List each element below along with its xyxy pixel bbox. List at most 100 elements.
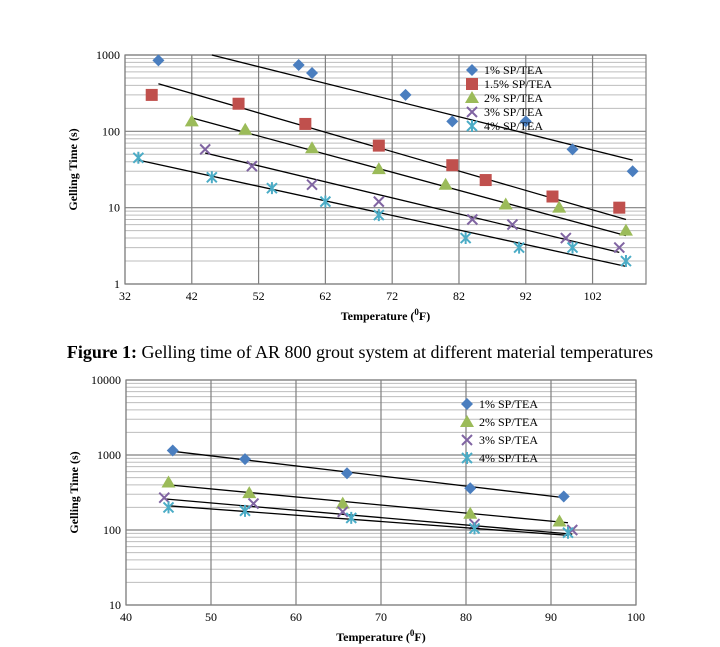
series-3 <box>158 491 578 536</box>
series-1 <box>166 444 570 503</box>
trendline <box>168 484 569 524</box>
y-tick-label: 100 <box>103 523 121 537</box>
legend-label: 3% SP/TEA <box>484 105 543 119</box>
trendline <box>205 152 620 253</box>
data-point <box>446 159 459 172</box>
data-point <box>552 514 567 527</box>
data-point <box>546 190 559 203</box>
trendline <box>191 117 627 237</box>
y-tick-label: 1000 <box>96 48 120 62</box>
data-point <box>345 511 357 524</box>
data-point <box>613 201 626 214</box>
x-tick-label: 62 <box>319 289 331 303</box>
legend-label: 3% SP/TEA <box>479 433 538 447</box>
legend-label: 2% SP/TEA <box>484 91 543 105</box>
data-point <box>306 178 318 191</box>
caption-label: Figure 1: <box>66 342 138 362</box>
y-tick-label: 10000 <box>91 373 121 387</box>
x-tick-label: 52 <box>253 289 265 303</box>
data-point <box>566 241 579 254</box>
y-tick-label: 10 <box>108 201 120 215</box>
y-tick-label: 1000 <box>97 448 121 462</box>
data-point <box>239 453 251 466</box>
data-point <box>305 141 320 154</box>
data-point <box>166 444 179 457</box>
x-tick-label: 102 <box>584 289 602 303</box>
data-point <box>562 526 574 539</box>
data-point <box>519 115 532 128</box>
x-tick-label: 42 <box>186 289 198 303</box>
data-point <box>446 115 459 128</box>
data-point <box>162 501 175 514</box>
data-point <box>626 165 639 178</box>
plot-area <box>124 54 647 285</box>
data-point <box>372 139 385 152</box>
y-tick-label: 10 <box>109 598 121 612</box>
legend-label: 1.5% SP/TEA <box>484 77 552 91</box>
legend-marker <box>460 415 474 427</box>
data-point <box>232 97 245 110</box>
legend-marker <box>466 120 478 132</box>
trendline <box>138 159 627 268</box>
legend-marker <box>466 64 478 76</box>
series-2 <box>145 83 627 221</box>
legend-label: 4% SP/TEA <box>484 119 543 133</box>
figure-2-chart: 10 100 1000 10000 40 50 60 70 80 90 100 Temperature… <box>67 373 645 644</box>
data-point <box>438 177 453 190</box>
data-point <box>161 475 176 488</box>
data-point <box>618 223 633 236</box>
data-point <box>620 255 632 268</box>
data-point <box>459 232 472 245</box>
data-point <box>132 151 145 164</box>
data-point <box>464 482 477 495</box>
legend-marker <box>461 398 473 410</box>
legend: 1% SP/TEA 2% SP/TEA 3% SP/TEA 4% SP/TEA <box>460 397 538 465</box>
trendline <box>168 505 569 536</box>
y-tick-label: 100 <box>102 124 120 138</box>
data-point <box>335 496 350 509</box>
data-point <box>506 218 519 231</box>
x-tick-label: 82 <box>453 289 465 303</box>
data-point <box>319 195 332 208</box>
grid <box>124 54 646 285</box>
data-point <box>341 467 353 480</box>
x-tick-label: 100 <box>627 610 645 624</box>
series-4 <box>162 501 574 539</box>
data-point <box>479 174 492 187</box>
data-point <box>306 67 319 80</box>
data-point <box>246 160 258 172</box>
legend-marker <box>461 452 473 464</box>
x-axis-label: Temperature (0F) <box>341 307 430 323</box>
figure-caption: Figure 1: Gelling time of AR 800 grout s… <box>0 342 720 363</box>
x-axis-label: Temperature (0F) <box>336 628 425 644</box>
series-4 <box>199 143 625 254</box>
data-point <box>158 491 170 504</box>
trendline <box>164 498 573 535</box>
data-point <box>266 182 278 195</box>
y-axis-label: Gelling Time (s) <box>67 451 81 533</box>
trendline <box>211 54 633 161</box>
x-tick-label: 72 <box>386 289 398 303</box>
x-tick-label: 60 <box>290 610 302 624</box>
data-point <box>299 117 312 130</box>
data-point <box>238 122 253 135</box>
data-point <box>239 504 251 517</box>
data-point <box>466 213 479 226</box>
trendline <box>172 450 564 499</box>
data-point <box>145 88 158 101</box>
y-tick-label: 1 <box>114 277 120 291</box>
series-5 <box>132 151 632 268</box>
figure-1-chart: 1 10 100 1000 32 42 52 62 72 82 92 102 Temperature (… <box>66 48 647 323</box>
data-point <box>463 506 478 519</box>
data-point <box>242 486 257 499</box>
legend-marker <box>465 91 479 103</box>
data-point <box>373 209 385 222</box>
data-point <box>513 241 525 254</box>
x-tick-label: 90 <box>545 610 557 624</box>
x-tick-label: 92 <box>520 289 532 303</box>
y-axis-label: Gelling Time (s) <box>66 128 80 210</box>
data-point <box>468 522 481 535</box>
legend-label: 4% SP/TEA <box>479 451 538 465</box>
data-point <box>552 200 567 213</box>
